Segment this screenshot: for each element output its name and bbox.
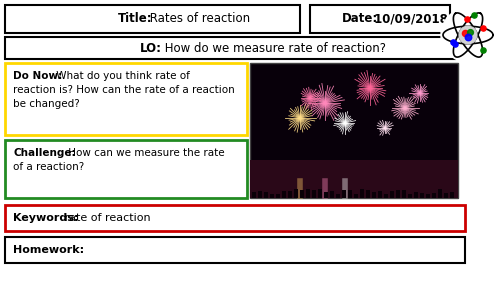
FancyBboxPatch shape (318, 189, 322, 198)
Text: Date:: Date: (342, 12, 378, 26)
FancyBboxPatch shape (288, 191, 292, 198)
FancyBboxPatch shape (312, 190, 316, 198)
FancyBboxPatch shape (5, 37, 455, 59)
Text: rate of reaction: rate of reaction (61, 213, 150, 223)
Circle shape (441, 8, 495, 62)
Text: Do Now:: Do Now: (13, 71, 62, 81)
FancyBboxPatch shape (330, 191, 334, 198)
FancyBboxPatch shape (378, 191, 382, 198)
FancyBboxPatch shape (5, 63, 247, 135)
FancyBboxPatch shape (366, 190, 370, 198)
Circle shape (459, 26, 477, 44)
Text: Title:: Title: (118, 12, 152, 26)
Text: Keywords:: Keywords: (13, 213, 78, 223)
Point (464, 35, 472, 39)
FancyBboxPatch shape (390, 191, 394, 198)
Point (470, 13, 478, 17)
FancyBboxPatch shape (360, 189, 364, 198)
FancyBboxPatch shape (354, 194, 358, 198)
Point (463, 17, 471, 21)
Point (466, 30, 474, 34)
FancyBboxPatch shape (450, 192, 454, 198)
FancyBboxPatch shape (432, 193, 436, 198)
FancyBboxPatch shape (348, 190, 352, 198)
FancyBboxPatch shape (372, 192, 376, 198)
FancyBboxPatch shape (5, 140, 247, 198)
FancyBboxPatch shape (282, 191, 286, 198)
Point (478, 48, 486, 52)
FancyBboxPatch shape (252, 192, 256, 198)
FancyBboxPatch shape (300, 190, 304, 198)
FancyBboxPatch shape (426, 194, 430, 198)
FancyBboxPatch shape (402, 190, 406, 198)
FancyBboxPatch shape (5, 205, 465, 231)
FancyBboxPatch shape (306, 189, 310, 198)
Text: Rates of reaction: Rates of reaction (146, 12, 250, 26)
FancyBboxPatch shape (414, 192, 418, 198)
FancyBboxPatch shape (444, 193, 448, 198)
Text: of a reaction?: of a reaction? (13, 162, 84, 172)
FancyBboxPatch shape (420, 193, 424, 198)
FancyBboxPatch shape (408, 194, 412, 198)
Point (478, 26, 486, 30)
FancyBboxPatch shape (384, 194, 388, 198)
Text: How do we measure rate of reaction?: How do we measure rate of reaction? (161, 42, 386, 55)
Point (450, 40, 458, 44)
FancyBboxPatch shape (342, 190, 346, 198)
FancyBboxPatch shape (264, 192, 268, 198)
FancyBboxPatch shape (310, 5, 450, 33)
Point (461, 31, 469, 35)
FancyBboxPatch shape (276, 194, 280, 198)
FancyBboxPatch shape (336, 194, 340, 198)
FancyBboxPatch shape (5, 5, 300, 33)
Text: reaction is? How can the rate of a reaction: reaction is? How can the rate of a react… (13, 85, 235, 95)
Text: 10/09/2018: 10/09/2018 (370, 12, 448, 26)
Text: be changed?: be changed? (13, 99, 80, 109)
Text: What do you think rate of: What do you think rate of (53, 71, 190, 81)
Text: Homework:: Homework: (13, 245, 84, 255)
Text: Challenge:: Challenge: (13, 148, 76, 158)
FancyBboxPatch shape (324, 192, 328, 198)
Text: How can we measure the rate: How can we measure the rate (65, 148, 224, 158)
FancyBboxPatch shape (250, 160, 458, 198)
FancyBboxPatch shape (250, 63, 458, 198)
FancyBboxPatch shape (5, 237, 465, 263)
Text: LO:: LO: (140, 42, 162, 55)
FancyBboxPatch shape (294, 189, 298, 198)
Point (450, 42, 458, 46)
FancyBboxPatch shape (438, 189, 442, 198)
FancyBboxPatch shape (258, 191, 262, 198)
FancyBboxPatch shape (270, 194, 274, 198)
FancyBboxPatch shape (396, 190, 400, 198)
